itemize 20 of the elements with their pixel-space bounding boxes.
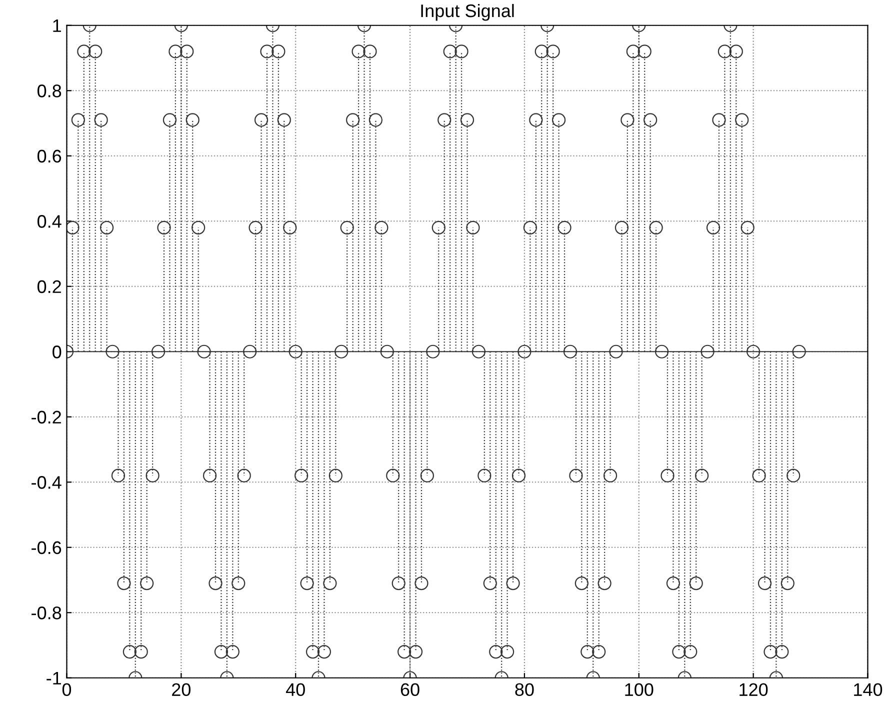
- x-tick-label: 0: [62, 683, 72, 696]
- y-tick-label: -0.6: [32, 541, 62, 554]
- x-tick-label: 60: [400, 683, 420, 696]
- y-tick-label: -0.8: [32, 606, 62, 620]
- x-tick-label: 100: [625, 683, 654, 696]
- x-tick-label: 80: [515, 683, 534, 696]
- y-tick-label: -0.4: [32, 476, 62, 489]
- y-tick-label: 0.6: [37, 150, 62, 163]
- y-tick-label: -1: [46, 672, 62, 684]
- x-tick-label: 120: [740, 683, 768, 696]
- x-tick-label: 20: [172, 683, 191, 696]
- y-tick-label: 1: [53, 19, 62, 32]
- x-tick-label: 40: [286, 683, 305, 696]
- y-tick-label: 0.2: [37, 280, 61, 294]
- y-tick-label: 0.8: [37, 84, 62, 98]
- y-tick-label: 0.4: [37, 215, 62, 228]
- y-tick-label: 0: [52, 346, 62, 358]
- x-tick-label: 140: [854, 683, 882, 696]
- y-tick-label: -0.2: [32, 410, 61, 424]
- chart-title: Input Signal: [421, 4, 514, 21]
